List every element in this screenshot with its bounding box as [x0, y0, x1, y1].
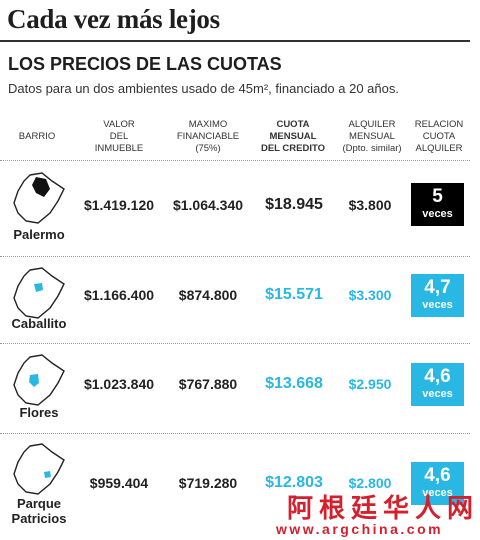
header-relacion: RELACION CUOTA ALQUILER: [408, 119, 470, 155]
header-relacion-line: RELACION: [414, 119, 464, 130]
row-divider: [0, 343, 470, 344]
header-barrio: BARRIO: [12, 131, 62, 143]
relacion-unit: veces: [422, 487, 453, 499]
barrio-name-line: Patricios: [11, 511, 67, 526]
barrio-name-line: Parque: [16, 496, 62, 511]
header-valor-line: DEL: [109, 131, 129, 142]
alquiler-value: $3.300: [348, 287, 392, 303]
row-divider: [0, 433, 470, 434]
barrio-name-line: Palermo: [13, 227, 65, 242]
maximo-value: $874.800: [178, 287, 238, 303]
valor-value: $1.419.120: [83, 197, 155, 213]
description: Datos para un dos ambientes usado de 45m…: [8, 81, 399, 96]
maximo-value: $767.880: [178, 376, 238, 392]
header-maximo-line: MAXIMO: [188, 119, 228, 130]
alquiler-value: $2.950: [348, 376, 392, 392]
section-subtitle: LOS PRECIOS DE LAS CUOTAS: [8, 54, 282, 74]
row-divider: [0, 160, 470, 161]
cuota-value: $13.668: [265, 375, 323, 392]
header-maximo: MAXIMO FINANCIABLE (75%): [168, 119, 248, 155]
header-valor: VALOR DEL INMUEBLE: [84, 119, 154, 155]
header-maximo-line: (75%): [195, 143, 221, 154]
relacion-unit: veces: [422, 299, 453, 311]
relacion-number: 4,6: [424, 366, 451, 387]
city-map-icon: [13, 267, 65, 319]
header-alquiler-line: ALQUILER: [348, 119, 396, 130]
valor-value: $959.404: [89, 475, 149, 491]
barrio-name: Caballito: [0, 316, 78, 331]
watermark-url: www.argchina.com: [276, 521, 444, 537]
header-barrio-text: BARRIO: [18, 131, 56, 142]
relacion-number: 4,7: [424, 277, 451, 298]
relacion-unit: veces: [422, 208, 453, 220]
row-divider: [0, 256, 470, 257]
relacion-badge: 4,7 veces: [411, 274, 464, 317]
relacion-unit: veces: [422, 388, 453, 400]
barrio-name-line: Caballito: [11, 316, 67, 331]
barrio-name: Palermo: [0, 227, 78, 242]
city-map-icon: [13, 443, 65, 495]
header-cuota-line: MENSUAL: [269, 131, 317, 142]
cuota-value: $12.803: [265, 474, 323, 491]
valor-value: $1.023.840: [83, 376, 155, 392]
relacion-number: 4,6: [424, 465, 451, 486]
relacion-badge: 5 veces: [411, 183, 464, 226]
header-alquiler-line: MENSUAL: [349, 131, 395, 142]
header-cuota: CUOTA MENSUAL DEL CREDITO: [254, 119, 332, 155]
maximo-value: $1.064.340: [172, 197, 244, 213]
city-map-icon: [13, 172, 65, 224]
page-title: Cada vez más lejos: [7, 4, 220, 34]
alquiler-value: $2.800: [348, 475, 392, 491]
header-valor-line: VALOR: [103, 119, 135, 130]
alquiler-value: $3.800: [348, 197, 392, 213]
relacion-number: 5: [432, 186, 443, 207]
header-cuota-line: CUOTA: [276, 119, 310, 130]
relacion-badge: 4,6 veces: [411, 462, 464, 505]
barrio-name: Flores: [0, 405, 78, 420]
header-alquiler-line: (Dpto. similar): [342, 143, 402, 154]
header-relacion-line: CUOTA: [422, 131, 456, 142]
header-valor-line: INMUEBLE: [94, 143, 144, 154]
maximo-value: $719.280: [178, 475, 238, 491]
title-rule: [0, 40, 470, 42]
cuota-value: $15.571: [265, 286, 323, 303]
header-cuota-line: DEL CREDITO: [260, 143, 326, 154]
barrio-name: Parque Patricios: [0, 496, 78, 526]
watermark-chinese: 阿根廷华人网: [287, 494, 480, 524]
city-map-icon: [13, 354, 65, 406]
barrio-name-line: Flores: [19, 405, 59, 420]
header-alquiler: ALQUILER MENSUAL (Dpto. similar): [334, 119, 410, 155]
header-relacion-line: ALQUILER: [415, 143, 463, 154]
cuota-value: $18.945: [265, 196, 323, 213]
header-maximo-line: FINANCIABLE: [176, 131, 240, 142]
relacion-badge: 4,6 veces: [411, 363, 464, 406]
valor-value: $1.166.400: [83, 287, 155, 303]
